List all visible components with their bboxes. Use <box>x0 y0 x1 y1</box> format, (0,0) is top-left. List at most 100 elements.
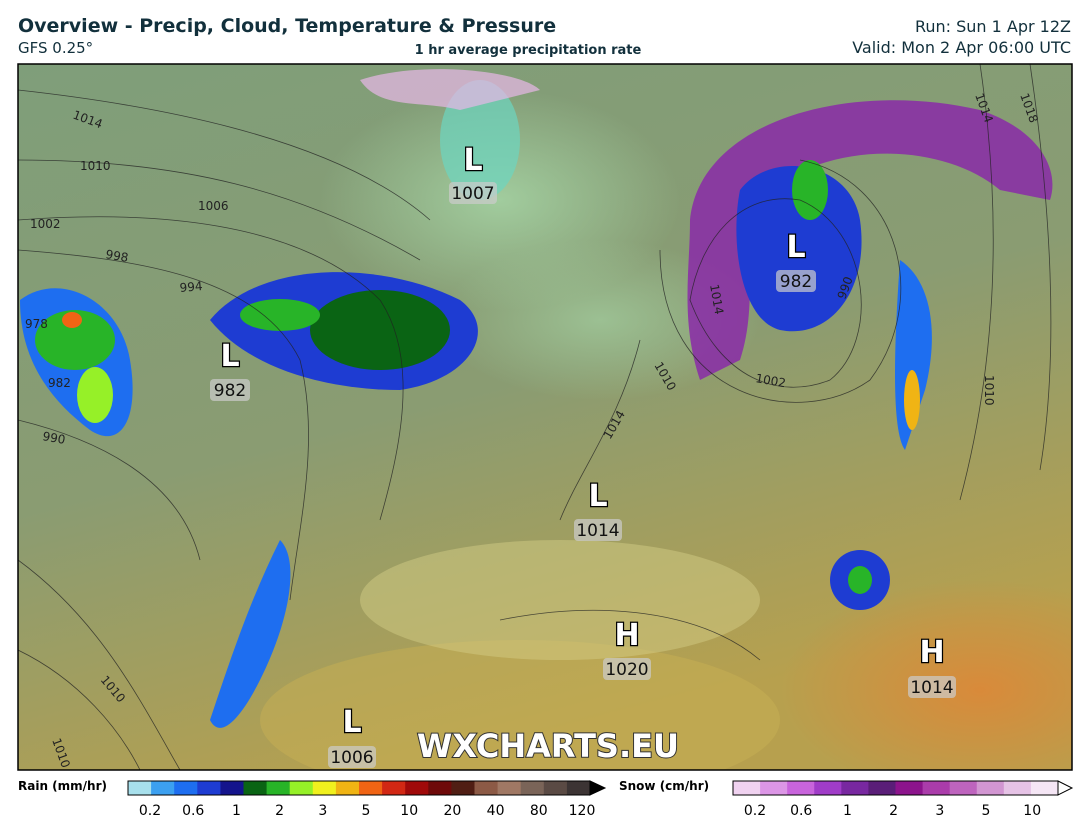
colorbars: 0.2 0.6 1 2 3 5 10 20 40 80 120 0.2 0.6 1 2 3 5 10 <box>127 780 1074 819</box>
snow-tick-label: 5 <box>982 803 991 819</box>
rain-swatch <box>497 781 522 795</box>
map: 1014 1010 1006 1002 998 994 978 982 990 1010 1014 1… <box>18 64 1072 770</box>
isobar-label: 1010 <box>80 159 111 173</box>
rain-swatch <box>359 781 383 795</box>
rain-tick-label: 80 <box>530 803 548 819</box>
isobars <box>18 64 1052 770</box>
snow-tick-label: 2 <box>889 803 898 819</box>
snow-swatch <box>922 781 951 795</box>
snow-tick-label: 1 <box>843 803 852 819</box>
rain-swatch <box>451 781 475 795</box>
rain-tick-label: 10 <box>400 803 418 819</box>
rain-swatch <box>243 781 268 795</box>
isobar-label: 982 <box>48 376 71 390</box>
rain-frame <box>127 780 591 796</box>
snow-tick-label: 0.2 <box>744 803 766 819</box>
snow-frame <box>732 780 1059 796</box>
rain-tick-label: 3 <box>318 803 327 819</box>
rain-tick-label: 40 <box>487 803 505 819</box>
isobar-label: 1002 <box>754 371 787 390</box>
isobar-label: 990 <box>41 429 66 447</box>
isobar-label: 1010 <box>982 375 996 406</box>
snow-arrow <box>1057 780 1074 796</box>
svg-text:L: L <box>463 143 482 178</box>
svg-text:982: 982 <box>780 272 812 292</box>
rain-swatch <box>289 781 314 795</box>
snow-tick-label: 0.6 <box>790 803 812 819</box>
rain-swatch <box>266 781 291 795</box>
rain-swatch <box>174 781 198 795</box>
rain-swatch <box>151 781 175 795</box>
model: GFS 0.25° <box>18 39 93 57</box>
rain-swatch <box>428 781 452 795</box>
svg-text:L: L <box>588 479 607 514</box>
rain-tick-label: 5 <box>362 803 371 819</box>
run-time: Run: Sun 1 Apr 12Z <box>915 17 1071 36</box>
isobar-label: 978 <box>25 317 48 331</box>
snow-swatch <box>760 781 788 795</box>
rain-swatch <box>382 781 406 795</box>
snow-swatch <box>895 781 924 795</box>
valid-time: Valid: Mon 2 Apr 06:00 UTC <box>852 38 1071 57</box>
rain-arrow <box>589 780 607 796</box>
rain-tick-label: 2 <box>275 803 284 819</box>
pressure-center: L 1014 <box>574 478 622 541</box>
snow-swatch <box>733 781 761 795</box>
rain-tick-label: 1 <box>232 803 241 819</box>
pressure-centers: L 1007 L 982 L 982 L 1014 H 1020 H 1014 L 1006 <box>210 142 956 768</box>
snow-legend-title: Snow (cm/hr) <box>619 779 709 793</box>
svg-text:1014: 1014 <box>576 521 619 541</box>
snow-swatch <box>787 781 815 795</box>
rain-legend-title: Rain (mm/hr) <box>18 779 107 793</box>
rain-swatch <box>335 781 360 795</box>
isobar-label: 1014 <box>707 283 726 316</box>
snow-swatch <box>868 781 896 795</box>
rain-swatch <box>520 781 545 795</box>
subtitle: 1 hr average precipitation rate <box>415 43 642 58</box>
rain-swatch <box>543 781 568 795</box>
pressure-center: L 982 <box>776 229 816 292</box>
snow-swatch <box>1030 781 1059 795</box>
svg-text:H: H <box>919 635 944 670</box>
snow-swatch <box>976 781 1005 795</box>
rain-tick-label: 120 <box>569 803 596 819</box>
isobar-label: 1002 <box>30 217 61 231</box>
rain-tick-label: 0.6 <box>182 803 204 819</box>
svg-text:1006: 1006 <box>330 748 373 768</box>
rain-swatch <box>405 781 429 795</box>
pressure-center: L 982 <box>210 338 250 401</box>
pressure-center: H 1020 <box>603 617 651 680</box>
watermark: WXCHARTS.EU <box>417 727 679 765</box>
snow-swatch <box>814 781 842 795</box>
rain-swatch <box>220 781 244 795</box>
pressure-center: L 1007 <box>449 142 497 204</box>
svg-text:H: H <box>614 618 639 653</box>
isobar-label: 994 <box>179 279 203 295</box>
svg-text:1007: 1007 <box>451 184 494 204</box>
svg-text:L: L <box>342 705 361 740</box>
rain-swatch <box>312 781 337 795</box>
rain-swatch <box>128 781 152 795</box>
snow-tick-label: 3 <box>935 803 944 819</box>
svg-text:1014: 1014 <box>910 678 953 698</box>
rain-tick-label: 0.2 <box>139 803 161 819</box>
svg-text:L: L <box>220 339 239 374</box>
svg-text:982: 982 <box>214 381 246 401</box>
snow-swatch <box>841 781 869 795</box>
isobar-label: 998 <box>104 247 129 265</box>
rain-swatch <box>474 781 499 795</box>
svg-text:L: L <box>786 230 805 265</box>
isobar-label: 1006 <box>198 199 229 213</box>
rain-tick-label: 20 <box>443 803 461 819</box>
rain-swatch <box>197 781 221 795</box>
title: Overview - Precip, Cloud, Temperature & … <box>18 15 556 37</box>
snow-swatch <box>949 781 978 795</box>
snow-swatch <box>1003 781 1032 795</box>
svg-text:1020: 1020 <box>605 660 648 680</box>
snow-tick-label: 10 <box>1023 803 1041 819</box>
pressure-center: H 1014 <box>908 634 956 698</box>
pressure-center: L 1006 <box>328 704 376 768</box>
rain-swatch <box>566 781 591 795</box>
